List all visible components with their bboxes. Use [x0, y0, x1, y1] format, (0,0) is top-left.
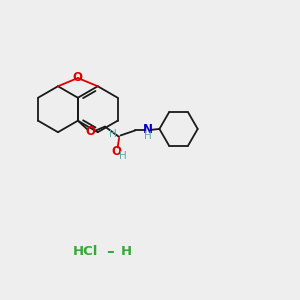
Text: H: H — [119, 151, 127, 161]
Text: H: H — [121, 245, 132, 258]
Text: N: N — [142, 123, 153, 136]
Text: H: H — [144, 131, 152, 141]
Text: –: – — [106, 244, 114, 259]
Text: H: H — [109, 129, 116, 139]
Text: HCl: HCl — [73, 245, 98, 258]
Text: O: O — [73, 71, 83, 84]
Text: O: O — [112, 145, 122, 158]
Text: O: O — [85, 125, 95, 138]
